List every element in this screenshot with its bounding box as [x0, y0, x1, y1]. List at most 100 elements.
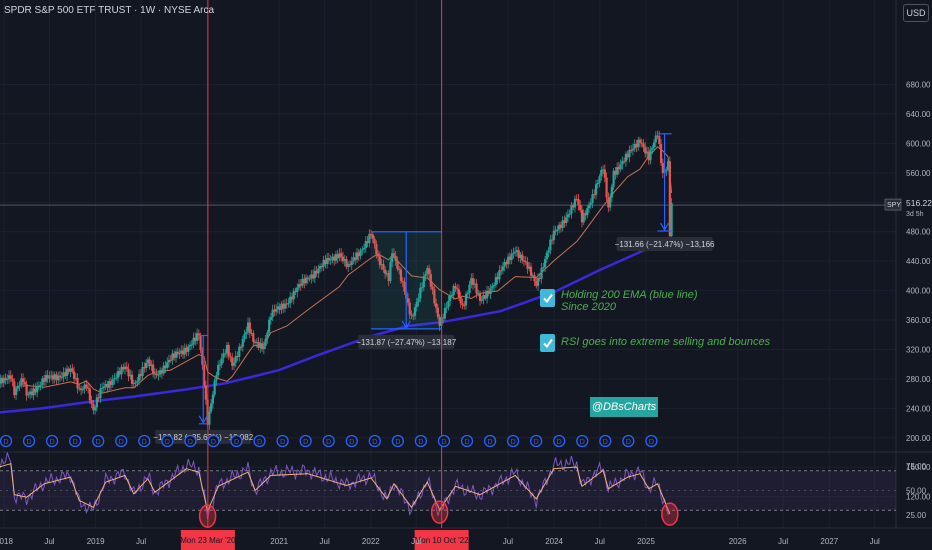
candle-body	[122, 366, 125, 370]
candle-body	[34, 388, 37, 393]
candle-body	[120, 366, 123, 375]
candle-body	[252, 333, 255, 342]
candle-body	[171, 353, 174, 361]
candle-body	[79, 388, 83, 391]
candle-body	[173, 353, 176, 358]
candle-body	[510, 254, 513, 261]
candle-body	[78, 388, 81, 390]
candle-body	[443, 308, 446, 319]
candle-body	[326, 257, 329, 265]
candle-body	[508, 256, 512, 261]
candle-body	[371, 234, 374, 239]
candle-body	[232, 362, 236, 366]
candle-body	[217, 364, 220, 376]
candle-body	[176, 351, 179, 355]
time-axis[interactable]: 2018 Jul 2019 Jul 2021 Jul 2022 Jul Jul 2024 Jul 20…	[0, 537, 880, 546]
candle-body	[334, 254, 338, 261]
candle-body	[58, 375, 62, 378]
dividend-marker-label: D	[372, 439, 377, 446]
candle-body	[7, 375, 11, 380]
candle-body	[364, 241, 367, 249]
candle-body	[538, 277, 541, 279]
rsi-tick-label: 75.00	[906, 462, 927, 471]
candle-body	[566, 214, 570, 218]
rsi-panel	[0, 452, 896, 528]
measure-label-bg	[155, 429, 252, 444]
dividend-marker	[0, 434, 13, 448]
candle-body	[116, 371, 120, 378]
candle-body	[413, 307, 417, 316]
candle-body	[512, 252, 515, 255]
price-tick-label: 280.00	[906, 375, 931, 384]
candle-body	[201, 350, 204, 365]
candle-body	[500, 270, 503, 272]
candle-body	[166, 362, 169, 368]
candle-body	[547, 250, 550, 253]
candle-body	[174, 351, 178, 358]
candle-body	[183, 347, 186, 355]
candle-body	[329, 259, 332, 261]
candle-body	[531, 275, 534, 277]
candle-body	[292, 290, 295, 300]
candle-body	[647, 151, 650, 161]
currency-button[interactable]: USD	[903, 4, 929, 22]
dividend-marker-label: D	[303, 439, 308, 446]
candle-body	[454, 286, 457, 289]
candle-body	[97, 397, 100, 399]
candle-body	[74, 378, 77, 380]
candle-body	[310, 274, 313, 279]
candle-body	[415, 301, 418, 308]
candle-body	[631, 148, 635, 151]
candle-body	[285, 303, 288, 305]
candle-body	[331, 256, 334, 260]
candle-body	[369, 233, 373, 235]
candle-body	[29, 391, 32, 395]
candle-body	[317, 268, 320, 274]
measurement-tools[interactable]: −120.82 (−35.63%) −12,082 −131.87 (−27.47…	[153, 133, 715, 444]
candle-body	[43, 378, 46, 382]
candle-body	[109, 381, 113, 385]
dividend-marker-label: D	[649, 439, 654, 446]
dividend-marker	[645, 434, 658, 448]
candle-body	[391, 253, 394, 263]
candle-body	[387, 273, 390, 281]
candle-body	[215, 375, 218, 381]
candle-body	[0, 377, 2, 384]
author-tag: @DBsCharts	[590, 397, 658, 417]
measure-label: −120.82 (−35.63%) −12,082	[153, 433, 253, 442]
candle-body	[368, 233, 371, 244]
candle-body	[626, 153, 629, 158]
candle-body	[668, 161, 671, 237]
candle-body	[51, 375, 55, 380]
candle-body	[130, 374, 134, 384]
candle-body	[180, 350, 183, 354]
measure-label-bg	[358, 334, 455, 349]
price-axis[interactable]: 120.00 160.00 200.00 240.00 280.00 320.00 360.…	[0, 81, 932, 521]
candle-body	[403, 282, 406, 292]
candle-body	[64, 372, 67, 377]
price-tick-label: 440.00	[906, 257, 931, 266]
candle-body	[517, 250, 520, 258]
candle-body	[9, 375, 12, 379]
candle-body	[480, 299, 483, 301]
candle-body	[378, 256, 381, 266]
candle-body	[492, 284, 496, 286]
candle-body	[37, 385, 40, 387]
dividend-marker	[622, 434, 635, 448]
candle-body	[522, 260, 526, 262]
candle-body	[398, 268, 401, 270]
candle-body	[362, 248, 366, 250]
candle-body	[607, 197, 610, 208]
candle-body	[501, 266, 504, 271]
candle-body	[577, 199, 580, 206]
candle-body	[297, 284, 301, 288]
candle-body	[268, 319, 271, 333]
dividend-marker-label: D	[626, 439, 631, 446]
candle-body	[129, 374, 132, 377]
candle-body	[658, 136, 661, 145]
candle-body	[347, 264, 350, 267]
candle-body	[18, 385, 21, 387]
candle-body	[666, 161, 670, 170]
